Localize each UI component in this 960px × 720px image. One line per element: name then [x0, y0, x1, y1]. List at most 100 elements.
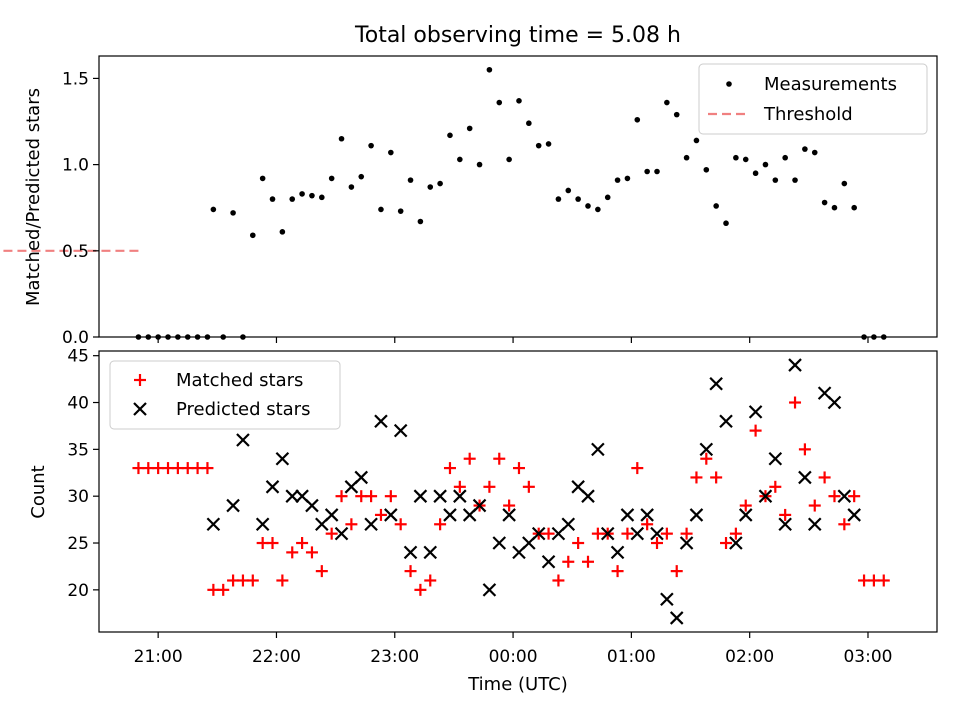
predicted-star-point	[354, 470, 369, 485]
measurement-point	[486, 66, 493, 73]
matched-star-point	[641, 518, 654, 531]
matched-star-point	[720, 537, 733, 550]
matched-star-point	[818, 471, 831, 484]
matched-star-point	[670, 565, 683, 578]
measurement-point	[821, 199, 828, 206]
matched-star-point	[217, 583, 230, 596]
predicted-star-point	[226, 498, 240, 513]
measurement-point	[545, 141, 552, 147]
predicted-star-point	[531, 526, 546, 541]
measurement-point	[427, 184, 434, 190]
matched-star-point	[651, 537, 664, 550]
predicted-star-point	[334, 526, 349, 541]
top-y-tick-label: 0.5	[62, 242, 89, 262]
legend-measurements-label: Measurements	[764, 74, 897, 95]
predicted-star-point	[255, 517, 270, 532]
predicted-star-point	[453, 489, 467, 503]
predicted-star-point	[600, 526, 615, 541]
measurement-point	[309, 192, 315, 199]
matched-star-point	[562, 555, 575, 568]
predicted-star-point	[768, 451, 783, 466]
top-y-tick-label: 1.5	[62, 69, 89, 89]
predicted-star-point	[660, 592, 674, 606]
measurement-point	[417, 218, 424, 225]
matched-star-point	[828, 490, 841, 503]
bottom-plot-frame	[98, 350, 938, 633]
matched-star-point	[581, 555, 594, 568]
predicted-star-point	[758, 489, 773, 503]
measurement-point	[703, 166, 710, 173]
predicted-star-point	[807, 517, 822, 532]
bottom-y-axis: 20 25 30 35 40 45	[67, 347, 99, 601]
measurement-point	[447, 132, 453, 139]
measurement-point	[457, 156, 463, 163]
predicted-star-point	[620, 508, 635, 522]
matched-star-point	[434, 518, 447, 531]
matched-star-point	[453, 480, 466, 493]
measurement-point	[851, 204, 857, 211]
matched-star-point	[749, 424, 762, 437]
measurement-point	[358, 173, 365, 180]
predicted-star-point	[837, 489, 852, 503]
measurement-point	[664, 99, 670, 106]
predicted-star-point	[650, 526, 664, 541]
matched-star-point	[522, 480, 535, 493]
matched-star-point	[296, 537, 309, 550]
matched-star-point	[384, 490, 397, 503]
measurement-point	[762, 161, 769, 168]
measurement-point	[792, 177, 798, 183]
x-tick-label: 00:00	[489, 647, 538, 667]
matched-star-point	[700, 452, 713, 465]
matched-star-point	[305, 546, 318, 559]
x-tick-label: 01:00	[607, 647, 656, 667]
predicted-star-point	[669, 611, 684, 625]
top-measurement-points	[135, 66, 887, 340]
predicted-star-point	[679, 536, 694, 550]
measurement-point	[299, 191, 305, 197]
measurement-point	[230, 210, 236, 216]
predicted-star-point	[699, 442, 714, 457]
x-tick-label: 22:00	[252, 647, 301, 667]
measurement-point	[831, 204, 838, 211]
predicted-star-point	[236, 433, 250, 447]
predicted-star-point	[689, 508, 704, 522]
predicted-star-point	[719, 414, 733, 429]
matched-star-point	[512, 462, 525, 475]
measurement-point	[811, 149, 818, 156]
matched-star-point	[798, 443, 811, 456]
measurement-point	[802, 146, 808, 152]
predicted-star-point	[610, 545, 625, 560]
predicted-star-point	[630, 526, 645, 541]
matched-star-point	[621, 527, 634, 540]
matched-star-point	[729, 527, 742, 540]
measurement-point	[437, 180, 443, 187]
bottom-panel: 20 25 30 35 40 45 21:00 22:00 23:00 00:00 01:00 02…	[28, 347, 938, 695]
predicted-stars-points	[206, 358, 861, 625]
measurement-point	[742, 156, 749, 163]
top-panel: 0.0 0.5 1.0 1.5 Matched/Predicted stars Mea…	[0, 55, 938, 348]
measurement-point	[407, 177, 414, 183]
x-tick-label: 03:00	[843, 647, 892, 667]
matched-star-point	[345, 518, 358, 531]
matched-star-point	[404, 565, 417, 578]
measurement-point	[378, 206, 384, 213]
matched-star-point	[325, 527, 338, 540]
measurement-point	[585, 203, 591, 209]
matched-star-point	[660, 527, 673, 540]
measurement-point	[388, 149, 394, 156]
bottom-y-tick-label: 35	[67, 440, 89, 460]
measurement-point	[565, 187, 572, 194]
matched-star-point	[769, 480, 782, 493]
predicted-star-point	[305, 498, 319, 513]
matched-star-point	[710, 471, 723, 484]
predicted-star-point	[384, 508, 398, 522]
bottom-x-axis: 21:00 22:00 23:00 00:00 01:00 02:00 03:00	[134, 632, 892, 667]
measurement-point	[713, 203, 719, 209]
measurement-point	[782, 154, 788, 161]
predicted-star-point	[778, 517, 792, 532]
matched-star-point	[443, 462, 456, 475]
matched-star-point	[808, 499, 821, 512]
predicted-star-point	[502, 508, 516, 522]
matched-star-point	[483, 480, 496, 493]
matched-star-point	[552, 574, 565, 587]
